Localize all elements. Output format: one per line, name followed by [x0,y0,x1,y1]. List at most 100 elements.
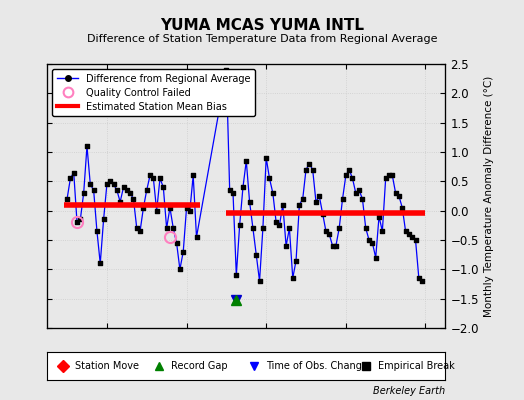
Point [408,234,417,240]
Point [381,175,390,182]
Point [222,67,231,73]
Point [329,243,337,249]
Point [126,190,134,196]
Point [262,155,270,161]
Point [169,225,178,232]
Point [352,190,360,196]
Point [103,181,111,188]
Point [152,208,161,214]
Point [265,175,274,182]
Text: Record Gap: Record Gap [171,361,227,371]
Point [182,204,191,211]
Point [309,166,317,173]
Point [179,248,188,255]
Point [332,243,340,249]
Point [358,196,367,202]
Text: Station Move: Station Move [75,361,139,371]
Text: Berkeley Earth: Berkeley Earth [373,386,445,396]
Point [269,190,277,196]
Text: Difference of Station Temperature Data from Regional Average: Difference of Station Temperature Data f… [87,34,437,44]
Point [96,260,104,267]
Point [299,196,307,202]
Point [388,172,397,179]
Point [156,175,164,182]
Text: Empirical Break: Empirical Break [378,361,454,371]
Point [229,190,237,196]
Point [312,199,320,205]
Point [305,160,313,167]
Point [225,187,234,193]
Point [119,184,128,190]
Point [385,172,393,179]
Point [113,187,121,193]
Point [133,225,141,232]
Point [282,243,290,249]
Point [339,196,347,202]
Point [259,225,267,232]
Point [176,266,184,272]
Point [405,231,413,237]
Point [372,254,380,261]
Point [391,190,400,196]
Point [239,184,247,190]
Y-axis label: Monthly Temperature Anomaly Difference (°C): Monthly Temperature Anomaly Difference (… [484,75,494,317]
Point [76,216,84,223]
Point [302,166,310,173]
Point [249,225,257,232]
Point [418,278,427,284]
Point [185,208,194,214]
Point [414,275,423,281]
Point [411,237,420,243]
Point [80,190,88,196]
Point [159,184,168,190]
Point [189,172,198,179]
Point [355,187,363,193]
Point [149,175,158,182]
Point [285,225,293,232]
Point [322,228,330,234]
Point [245,199,254,205]
Point [136,228,144,234]
Point [401,228,410,234]
Point [375,213,383,220]
Point [235,222,244,228]
Point [342,172,350,179]
Point [252,252,260,258]
Point [255,278,264,284]
Point [162,225,171,232]
Point [146,172,154,179]
Point [365,237,373,243]
Point [66,175,74,182]
Point [275,222,283,228]
Point [368,240,377,246]
Point [192,234,201,240]
Point [110,181,118,188]
Text: YUMA MCAS YUMA INTL: YUMA MCAS YUMA INTL [160,18,364,33]
Point [106,178,114,184]
Point [139,204,148,211]
Point [335,225,343,232]
Point [90,187,98,193]
Point [166,204,174,211]
Point [232,272,241,278]
Point [362,225,370,232]
Point [348,175,357,182]
Point [73,219,81,226]
Legend: Difference from Regional Average, Quality Control Failed, Estimated Station Mean: Difference from Regional Average, Qualit… [52,69,255,116]
Point [116,199,124,205]
Point [289,275,297,281]
Point [272,219,280,226]
Point [398,204,407,211]
Point [172,240,181,246]
Point [295,202,303,208]
Point [100,216,108,223]
Point [279,202,287,208]
Point [123,187,131,193]
Point [325,231,333,237]
Point [83,143,91,149]
Point [242,158,250,164]
Point [129,196,138,202]
Point [378,228,387,234]
Point [319,210,327,217]
Point [345,166,353,173]
